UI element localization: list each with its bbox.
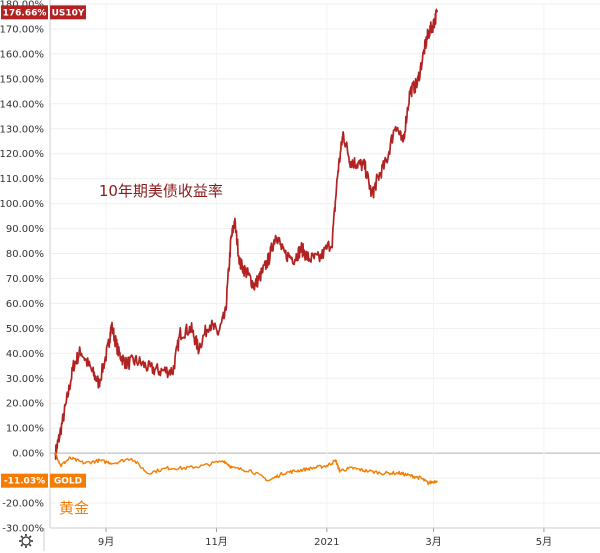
y-tick-label: 140.00% <box>0 99 44 110</box>
y-tick-label: 80.00% <box>6 249 44 260</box>
y-tick-label: 160.00% <box>0 49 44 60</box>
badge-name-bg <box>50 5 86 20</box>
y-tick-label: 170.00% <box>0 24 44 35</box>
annotation-label: 黄金 <box>59 499 89 517</box>
badge-gold: -11.03% GOLD <box>1 473 86 488</box>
y-tick-label: 0.00% <box>12 449 44 460</box>
y-tick-label: -20.00% <box>2 499 44 510</box>
y-tick-label: 110.00% <box>0 174 44 185</box>
y-axis: 180.00% 170.00% 160.00% 150.00% 140.00% 130.0… <box>0 0 51 535</box>
x-tick-label: 5月 <box>536 536 552 548</box>
gear-icon[interactable] <box>18 533 34 549</box>
y-tick-label: 180.00% <box>0 0 44 11</box>
badge-value-bg <box>1 5 48 20</box>
price-badges: 176.66% US10Y -11.03% GOLD <box>1 5 86 488</box>
y-tick-label: 60.00% <box>6 299 44 310</box>
plot-area <box>54 8 439 486</box>
y-tick-label: 90.00% <box>6 224 44 235</box>
badge-name-bg <box>50 473 86 488</box>
y-tick-label: 150.00% <box>0 74 44 85</box>
y-tick-label: 40.00% <box>6 349 44 360</box>
badge-us10y: 176.66% US10Y <box>1 5 86 20</box>
y-tick-label: 10.00% <box>6 424 44 435</box>
annotation-label: 10年期美债收益率 <box>99 182 223 200</box>
badge-name: US10Y <box>52 8 85 18</box>
grid <box>50 3 600 529</box>
y-tick-label: 100.00% <box>0 199 44 210</box>
y-tick-label: 30.00% <box>6 374 44 385</box>
y-tick-label: 130.00% <box>0 124 44 135</box>
series-line-gold <box>54 452 438 486</box>
y-tick-label: -30.00% <box>2 524 44 535</box>
badge-value-bg <box>1 473 48 488</box>
y-tick-label: 120.00% <box>0 149 44 160</box>
badge-value: 176.66% <box>3 8 47 18</box>
x-tick-label: 3月 <box>425 536 441 548</box>
y-tick-label: 20.00% <box>6 399 44 410</box>
series-line-us10y <box>54 8 439 460</box>
badge-name: GOLD <box>54 477 82 487</box>
x-tick-label: 2021 <box>314 537 339 548</box>
y-tick-label: 50.00% <box>6 324 44 335</box>
x-axis: 9月 11月 2021 3月 5月 <box>43 527 600 551</box>
x-tick-label: 11月 <box>205 536 228 548</box>
badge-value: -11.03% <box>4 477 45 487</box>
x-tick-label: 9月 <box>98 536 114 548</box>
y-tick-label: 70.00% <box>6 274 44 285</box>
